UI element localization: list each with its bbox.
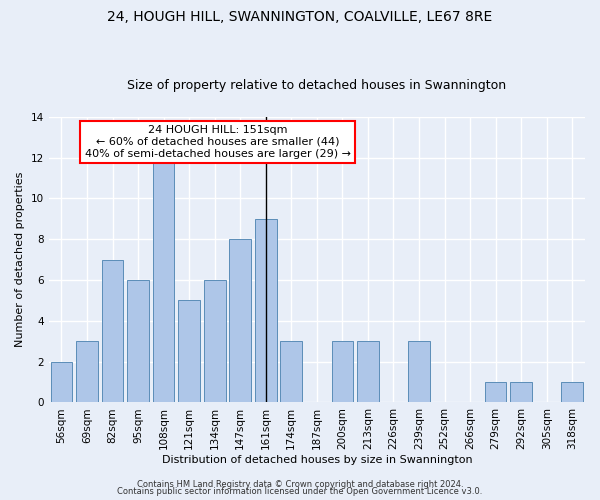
Bar (510, 382, 532, 402)
Bar (101, 260, 124, 402)
Bar (229, 239, 251, 402)
Bar (76, 341, 98, 402)
Bar (332, 341, 353, 402)
Bar (153, 158, 175, 402)
Bar (280, 341, 302, 402)
Bar (485, 382, 506, 402)
X-axis label: Distribution of detached houses by size in Swannington: Distribution of detached houses by size … (161, 455, 472, 465)
Bar (408, 341, 430, 402)
Bar (127, 280, 149, 402)
Text: Contains public sector information licensed under the Open Government Licence v3: Contains public sector information licen… (118, 487, 482, 496)
Bar (50, 362, 72, 403)
Text: 24, HOUGH HILL, SWANNINGTON, COALVILLE, LE67 8RE: 24, HOUGH HILL, SWANNINGTON, COALVILLE, … (107, 10, 493, 24)
Bar (204, 280, 226, 402)
Bar (562, 382, 583, 402)
Text: Contains HM Land Registry data © Crown copyright and database right 2024.: Contains HM Land Registry data © Crown c… (137, 480, 463, 489)
Text: 24 HOUGH HILL: 151sqm
← 60% of detached houses are smaller (44)
40% of semi-deta: 24 HOUGH HILL: 151sqm ← 60% of detached … (85, 126, 350, 158)
Y-axis label: Number of detached properties: Number of detached properties (15, 172, 25, 348)
Bar (178, 300, 200, 402)
Title: Size of property relative to detached houses in Swannington: Size of property relative to detached ho… (127, 79, 506, 92)
Bar (357, 341, 379, 402)
Bar (255, 219, 277, 402)
